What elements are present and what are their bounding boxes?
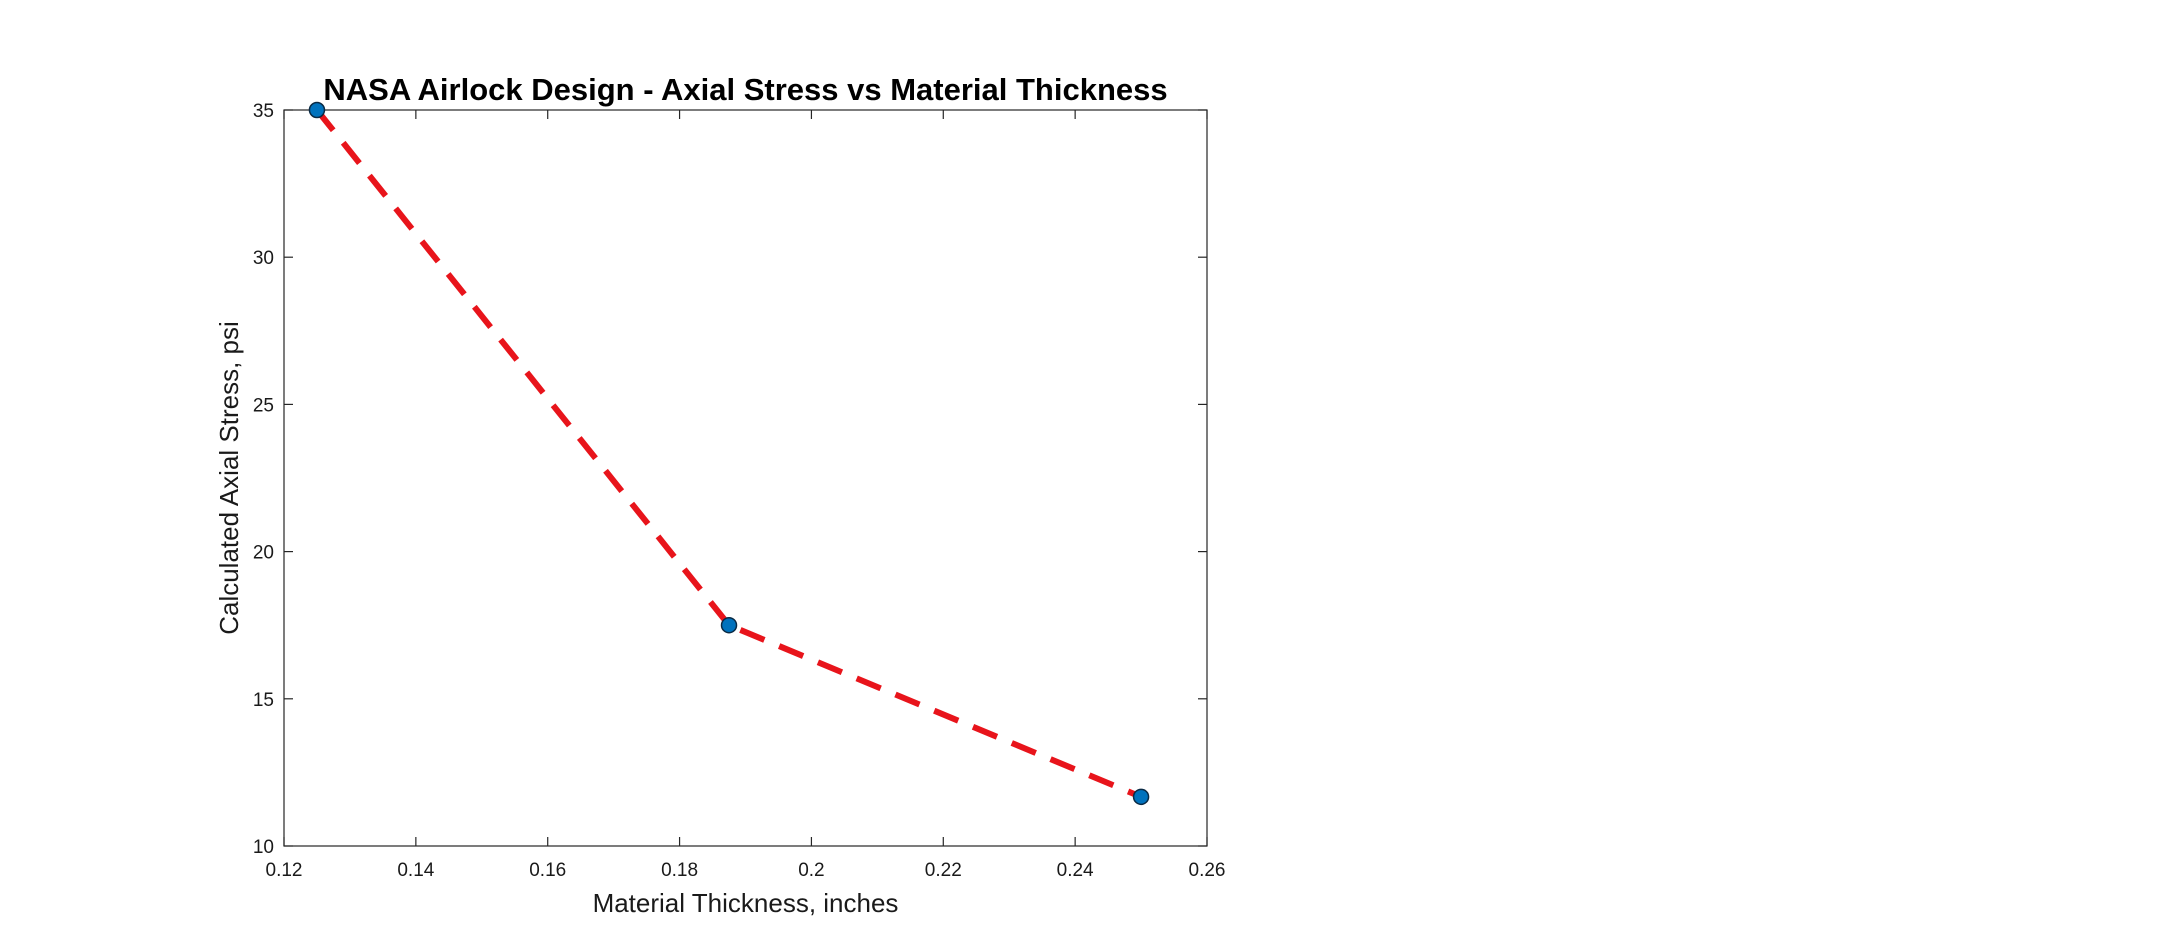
- data-point: [720, 616, 738, 634]
- y-axis-label: Calculated Axial Stress, psi: [214, 321, 244, 635]
- x-tick-label: 0.12: [266, 860, 303, 881]
- y-tick-label: 10: [253, 837, 274, 858]
- x-tick-label: 0.22: [925, 860, 962, 881]
- y-tick-label: 30: [253, 248, 274, 269]
- x-tick-label: 0.2: [798, 860, 824, 881]
- y-tick-label: 15: [253, 690, 274, 711]
- data-point: [308, 101, 326, 119]
- x-tick-label: 0.18: [661, 860, 698, 881]
- x-axis-label: Material Thickness, inches: [593, 888, 899, 918]
- x-tick-label: 0.16: [529, 860, 566, 881]
- x-tick-label: 0.24: [1057, 860, 1094, 881]
- y-tick-label: 20: [253, 543, 274, 564]
- data-point: [1132, 788, 1150, 806]
- y-tick-label: 25: [253, 395, 274, 416]
- chart-title: NASA Airlock Design - Axial Stress vs Ma…: [323, 72, 1167, 107]
- series-line: [314, 108, 1143, 800]
- y-tick-label: 35: [253, 101, 274, 122]
- plot-box: [283, 109, 1208, 847]
- x-tick-label: 0.14: [397, 860, 434, 881]
- plot-area: 0.12 0.14 0.16 0.18 0.2 0.22 0.24 0.26 10 15 20 25 3…: [253, 101, 1226, 881]
- x-tick-label: 0.26: [1189, 860, 1226, 881]
